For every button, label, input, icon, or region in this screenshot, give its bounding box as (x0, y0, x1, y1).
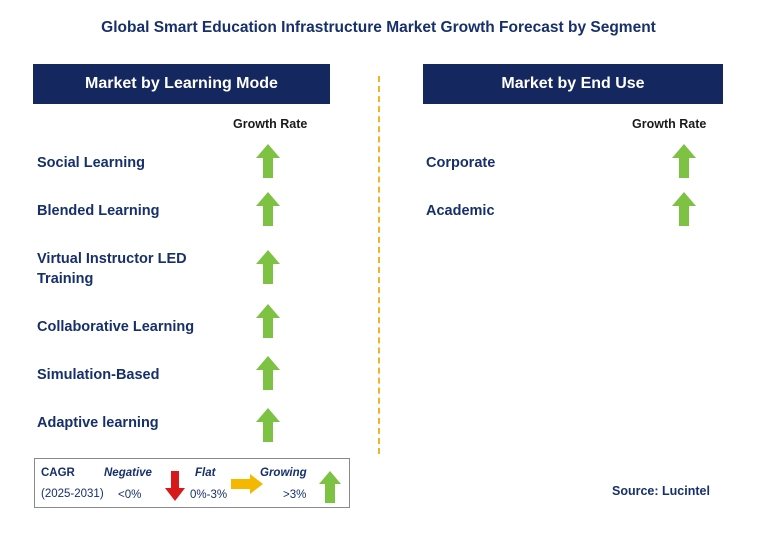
legend-growing-range: >3% (283, 489, 307, 501)
left-item-virtual-instructor-led-training: Virtual Instructor LED Training (37, 251, 187, 287)
left-growth-rate-label: Growth Rate (233, 117, 308, 131)
legend-flat-range: 0%-3% (190, 489, 228, 501)
growing-arrow-icon (256, 250, 280, 284)
left-item-collaborative-learning: Collaborative Learning (37, 319, 195, 335)
page-title: Global Smart Education Infrastructure Ma… (101, 19, 656, 36)
growing-arrow-icon (672, 144, 696, 178)
right-item-corporate: Corporate (426, 155, 496, 171)
legend-negative-label: Negative (104, 467, 152, 479)
legend-growing-label: Growing (260, 467, 307, 479)
right-growth-rate-label: Growth Rate (632, 117, 707, 131)
growing-arrow-icon (256, 304, 280, 338)
legend-period: (2025-2031) (41, 488, 104, 500)
left-item-blended-learning: Blended Learning (37, 203, 160, 219)
growing-arrow-icon (256, 356, 280, 390)
legend-flat-label: Flat (195, 467, 216, 479)
right-panel-header: Market by End Use (423, 64, 723, 104)
flat-arrow-icon (231, 474, 263, 494)
growing-arrow-icon (256, 408, 280, 442)
growing-arrow-icon (256, 192, 280, 226)
growing-arrow-icon (672, 192, 696, 226)
negative-arrow-icon (165, 471, 185, 501)
growing-arrow-icon (256, 144, 280, 178)
left-item-simulation-based: Simulation-Based (37, 367, 160, 383)
legend-negative-range: <0% (118, 489, 142, 501)
left-panel-header: Market by Learning Mode (33, 64, 330, 104)
legend-box (34, 458, 350, 508)
growing-arrow-icon (319, 471, 341, 503)
left-item-social-learning: Social Learning (37, 155, 145, 171)
left-item-adaptive-learning: Adaptive learning (37, 415, 159, 431)
right-item-academic: Academic (426, 203, 495, 219)
legend-cagr-label: CAGR (41, 467, 75, 479)
panel-divider (378, 76, 380, 454)
source-note: Source: Lucintel (612, 484, 710, 498)
